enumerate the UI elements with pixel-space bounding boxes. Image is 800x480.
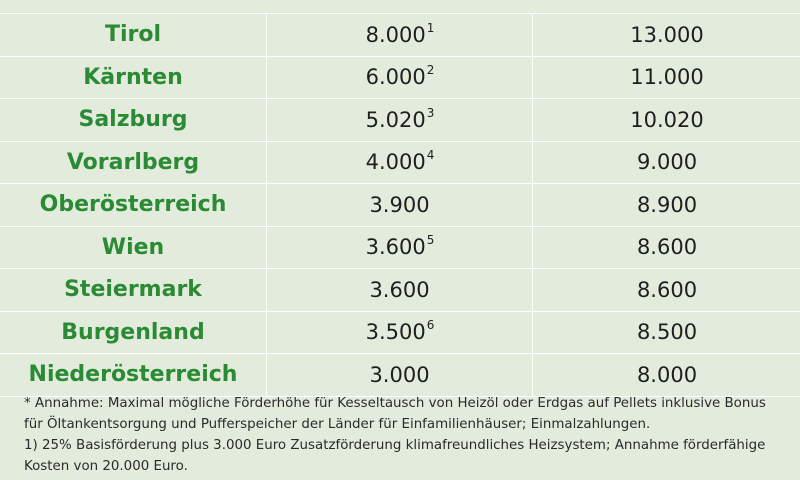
state-funding-value: 6.000 2 [266, 56, 533, 98]
table-row: Wien 3.600 5 8.600 [0, 226, 800, 269]
state-name: Oberösterreich [39, 192, 227, 218]
state-name: Steiermark [64, 277, 202, 303]
state-funding-value: 4.000 4 [266, 141, 533, 183]
total-funding-value: 8.500 [532, 311, 800, 353]
state-funding-value: 3.500 6 [266, 311, 533, 353]
table-row: Burgenland 3.500 6 8.500 [0, 311, 800, 354]
footnote-1: 1) 25% Basisförderung plus 3.000 Euro Zu… [24, 438, 766, 474]
state-funding-value: 3.600 [266, 269, 533, 311]
state-funding-value: 3.600 5 [266, 226, 533, 268]
table-row: Niederösterreich 3.000 8.000 [0, 354, 800, 397]
state-name: Vorarlberg [66, 149, 200, 175]
footnote-marker: 4 [426, 148, 435, 163]
state-funding-value: 5.020 3 [266, 99, 533, 141]
table-top-band [0, 0, 800, 14]
total-funding-value: 10.020 [532, 99, 800, 141]
state-funding-value: 8.000 1 [266, 14, 533, 56]
footnote-marker: 1 [426, 20, 435, 35]
total-funding-value: 9.000 [532, 141, 800, 183]
state-name: Niederösterreich [28, 362, 238, 388]
state-name: Burgenland [61, 319, 205, 345]
footnote-marker: 3 [426, 105, 435, 120]
total-funding-value: 8.900 [532, 184, 800, 226]
table-row: Steiermark 3.600 8.600 [0, 269, 800, 312]
footnote-marker: 2 [426, 63, 435, 78]
state-name: Kärnten [83, 64, 183, 90]
footnote-assumption: * Annahme: Maximal mögliche Förderhöhe f… [24, 396, 766, 432]
table-row: Tirol 8.000 1 13.000 [0, 14, 800, 57]
state-name: Wien [101, 234, 165, 260]
table-row: Kärnten 6.000 2 11.000 [0, 56, 800, 99]
footnotes: * Annahme: Maximal mögliche Förderhöhe f… [24, 393, 784, 477]
state-name: Tirol [104, 22, 162, 48]
state-funding-value: 3.000 [266, 354, 533, 396]
total-funding-value: 8.600 [532, 226, 800, 268]
state-name: Salzburg [78, 107, 188, 133]
table-row: Vorarlberg 4.000 4 9.000 [0, 141, 800, 184]
state-funding-value: 3.900 [266, 184, 533, 226]
footnote-marker: 6 [426, 318, 435, 333]
table-row: Oberösterreich 3.900 8.900 [0, 184, 800, 227]
total-funding-value: 11.000 [532, 56, 800, 98]
total-funding-value: 8.600 [532, 269, 800, 311]
total-funding-value: 13.000 [532, 14, 800, 56]
total-funding-value: 8.000 [532, 354, 800, 396]
funding-table: Tirol 8.000 1 13.000 Kärnten 6.000 2 11.00… [0, 0, 800, 397]
footnote-marker: 5 [426, 233, 435, 248]
table-row: Salzburg 5.020 3 10.020 [0, 99, 800, 142]
